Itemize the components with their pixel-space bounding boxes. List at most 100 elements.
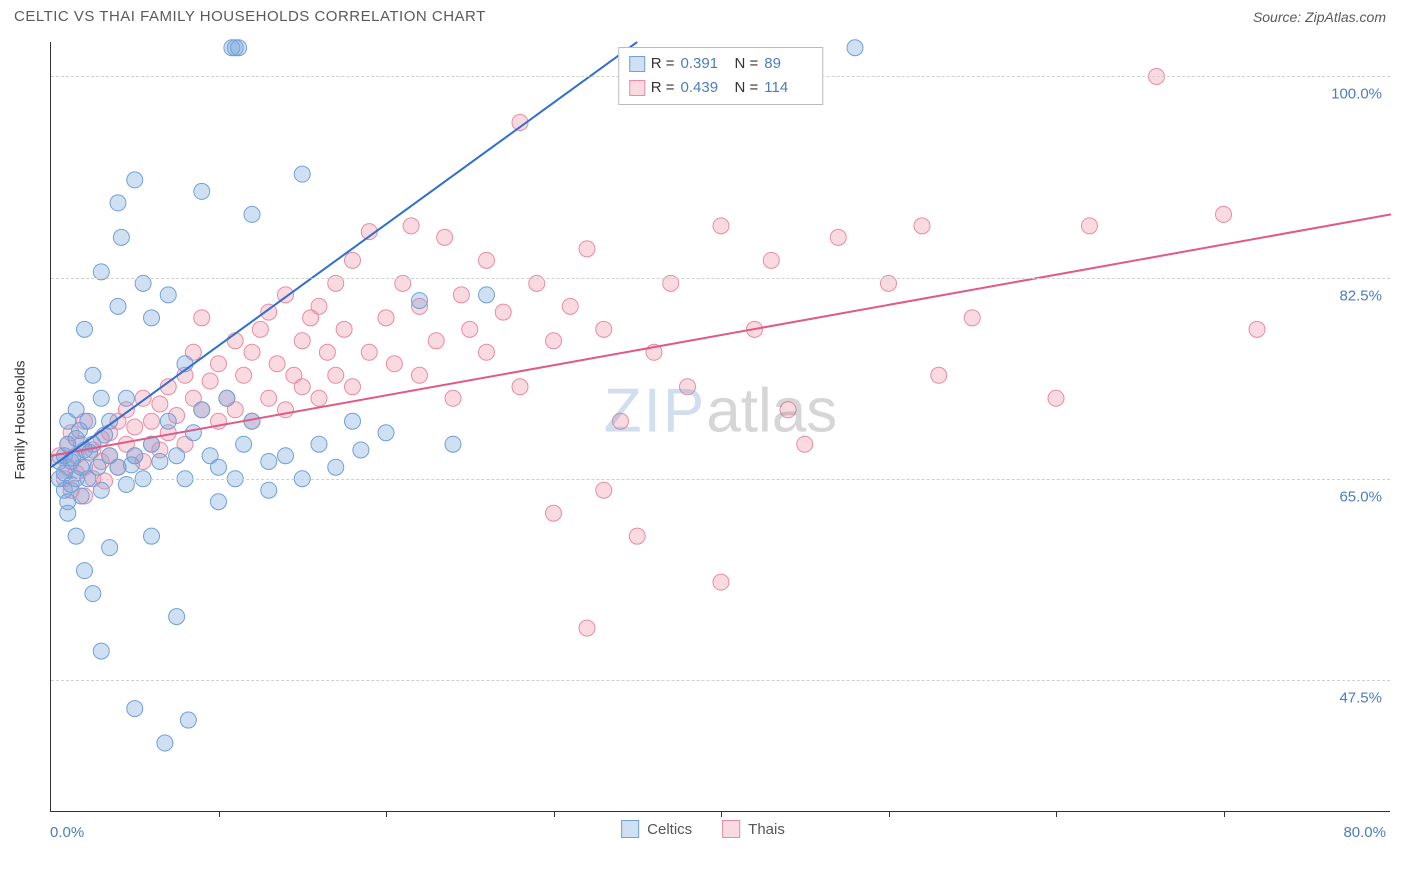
- celtics-swatch-icon: [629, 56, 645, 72]
- data-point: [269, 356, 285, 372]
- data-point: [319, 344, 335, 360]
- data-point: [428, 333, 444, 349]
- data-point: [294, 379, 310, 395]
- data-point: [219, 390, 235, 406]
- data-point: [144, 413, 160, 429]
- data-point: [445, 436, 461, 452]
- data-point: [194, 183, 210, 199]
- x-axis-max-label: 80.0%: [1343, 824, 1386, 841]
- x-tick: [554, 811, 555, 817]
- x-axis-min-label: 0.0%: [50, 824, 84, 841]
- data-point: [345, 379, 361, 395]
- data-point: [378, 310, 394, 326]
- y-tick-label: 47.5%: [1339, 689, 1382, 706]
- x-tick: [889, 811, 890, 817]
- data-point: [596, 482, 612, 498]
- bottom-legend: Celtics Thais: [621, 820, 785, 838]
- thais-swatch-icon: [722, 820, 740, 838]
- data-point: [169, 448, 185, 464]
- data-point: [680, 379, 696, 395]
- data-point: [244, 344, 260, 360]
- y-axis-label: Family Households: [12, 360, 28, 479]
- data-point: [462, 321, 478, 337]
- gridline: [51, 479, 1390, 480]
- data-point: [495, 304, 511, 320]
- x-tick: [1056, 811, 1057, 817]
- data-point: [763, 252, 779, 268]
- data-point: [127, 172, 143, 188]
- data-point: [60, 505, 76, 521]
- data-point: [562, 298, 578, 314]
- data-point: [157, 735, 173, 751]
- data-point: [453, 287, 469, 303]
- data-point: [93, 482, 109, 498]
- data-point: [194, 402, 210, 418]
- data-point: [1048, 390, 1064, 406]
- data-point: [185, 425, 201, 441]
- data-point: [160, 413, 176, 429]
- data-point: [311, 390, 327, 406]
- data-point: [546, 505, 562, 521]
- data-point: [294, 166, 310, 182]
- data-point: [847, 40, 863, 56]
- x-tick: [219, 811, 220, 817]
- data-point: [211, 459, 227, 475]
- data-point: [85, 586, 101, 602]
- data-point: [830, 229, 846, 245]
- data-point: [1249, 321, 1265, 337]
- data-point: [73, 488, 89, 504]
- data-point: [236, 367, 252, 383]
- data-point: [231, 40, 247, 56]
- y-tick-label: 82.5%: [1339, 287, 1382, 304]
- y-tick-label: 65.0%: [1339, 488, 1382, 505]
- data-point: [152, 396, 168, 412]
- plot-area: R = 0.391 N = 89 R = 0.439 N = 114 ZIPat…: [50, 42, 1390, 812]
- data-point: [412, 293, 428, 309]
- data-point: [82, 444, 98, 460]
- scatter-svg: [51, 42, 1390, 811]
- data-point: [579, 620, 595, 636]
- gridline: [51, 278, 1390, 279]
- data-point: [252, 321, 268, 337]
- data-point: [780, 402, 796, 418]
- stats-row-thais: R = 0.439 N = 114: [629, 76, 813, 100]
- stats-legend-box: R = 0.391 N = 89 R = 0.439 N = 114: [618, 47, 824, 105]
- source-attribution: Source: ZipAtlas.com: [1253, 9, 1386, 25]
- x-tick: [1224, 811, 1225, 817]
- data-point: [144, 310, 160, 326]
- data-point: [211, 494, 227, 510]
- data-point: [546, 333, 562, 349]
- data-point: [202, 373, 218, 389]
- gridline: [51, 680, 1390, 681]
- data-point: [445, 390, 461, 406]
- data-point: [361, 344, 377, 360]
- data-point: [93, 643, 109, 659]
- legend-item-thais: Thais: [722, 820, 785, 838]
- data-point: [278, 448, 294, 464]
- data-point: [579, 241, 595, 257]
- y-tick-label: 100.0%: [1331, 86, 1382, 103]
- data-point: [127, 419, 143, 435]
- data-point: [110, 298, 126, 314]
- data-point: [403, 218, 419, 234]
- n-label: N =: [735, 52, 759, 76]
- data-point: [479, 287, 495, 303]
- data-point: [294, 333, 310, 349]
- data-point: [169, 609, 185, 625]
- chart-title: CELTIC VS THAI FAMILY HOUSEHOLDS CORRELA…: [14, 8, 486, 25]
- thais-swatch-icon: [629, 80, 645, 96]
- data-point: [144, 528, 160, 544]
- celtics-r-value: 0.391: [681, 52, 729, 76]
- data-point: [85, 367, 101, 383]
- data-point: [110, 195, 126, 211]
- data-point: [328, 367, 344, 383]
- data-point: [261, 482, 277, 498]
- data-point: [127, 701, 143, 717]
- data-point: [227, 333, 243, 349]
- data-point: [1082, 218, 1098, 234]
- data-point: [102, 540, 118, 556]
- stats-row-celtics: R = 0.391 N = 89: [629, 52, 813, 76]
- data-point: [412, 367, 428, 383]
- data-point: [797, 436, 813, 452]
- data-point: [113, 229, 129, 245]
